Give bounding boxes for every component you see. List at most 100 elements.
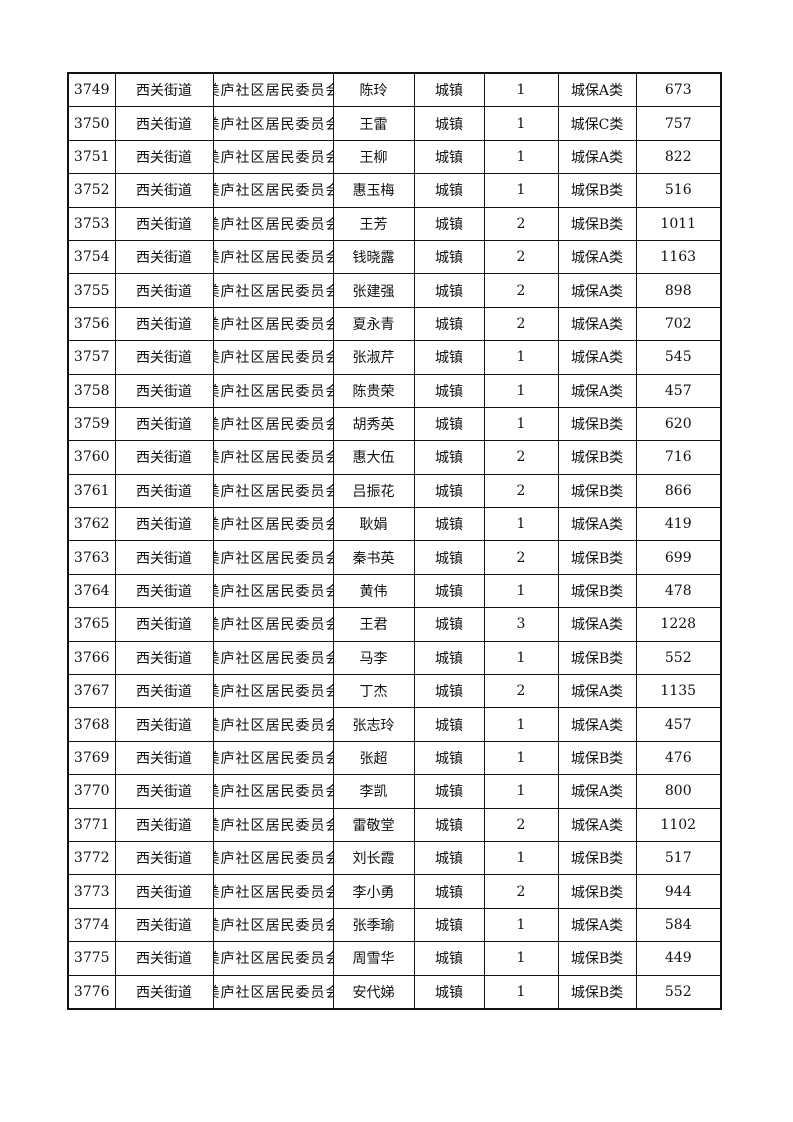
street-cell: 西关街道 <box>114 874 214 909</box>
row-number-cell: 3768 <box>67 707 116 742</box>
household-count-cell: 2 <box>483 206 559 241</box>
street-cell: 西关街道 <box>114 306 214 342</box>
community-cell: 美庐社区居民委员会 <box>212 874 334 909</box>
household-count-cell: 1 <box>483 406 559 442</box>
name-cell: 吕振花 <box>332 473 415 509</box>
table-row: 3754西关街道美庐社区居民委员会钱晓露城镇2城保A类1163 <box>67 239 722 275</box>
street-cell: 西关街道 <box>114 640 214 676</box>
community-text: 美庐社区居民委员会 <box>214 550 333 567</box>
community-cell: 美庐社区居民委员会 <box>212 573 334 609</box>
community-cell: 美庐社区居民委员会 <box>212 72 334 108</box>
row-number-cell: 3766 <box>67 640 116 676</box>
table-row: 3750西关街道美庐社区居民委员会王雷城镇1城保C类757 <box>67 106 722 141</box>
name-cell: 陈玲 <box>332 72 415 108</box>
street-cell: 西关街道 <box>114 206 214 241</box>
household-count-cell: 1 <box>483 573 559 609</box>
community-text: 美庐社区居民委员会 <box>214 951 333 968</box>
table-row: 3749西关街道美庐社区居民委员会陈玲城镇1城保A类673 <box>67 72 722 108</box>
street-cell: 西关街道 <box>114 473 214 509</box>
community-cell: 美庐社区居民委员会 <box>212 273 334 308</box>
row-number-cell: 3772 <box>67 840 116 876</box>
street-cell: 西关街道 <box>114 273 214 308</box>
table-row: 3763西关街道美庐社区居民委员会秦书英城镇2城保B类699 <box>67 540 722 575</box>
street-cell: 西关街道 <box>114 139 214 175</box>
community-text: 美庐社区居民委员会 <box>214 183 333 200</box>
row-number-cell: 3774 <box>67 907 116 943</box>
name-cell: 张季瑜 <box>332 907 415 943</box>
amount-cell: 584 <box>635 907 722 943</box>
table-row: 3755西关街道美庐社区居民委员会张建强城镇2城保A类898 <box>67 273 722 308</box>
household-count-cell: 2 <box>483 440 559 475</box>
street-cell: 西关街道 <box>114 507 214 542</box>
table-row: 3764西关街道美庐社区居民委员会黄伟城镇1城保B类478 <box>67 573 722 609</box>
community-text: 美庐社区居民委员会 <box>214 216 333 233</box>
table-row: 3761西关街道美庐社区居民委员会吕振花城镇2城保B类866 <box>67 473 722 509</box>
insurance-category-cell: 城保B类 <box>557 540 637 575</box>
household-count-cell: 1 <box>483 941 559 976</box>
amount-cell: 552 <box>635 640 722 676</box>
household-count-cell: 2 <box>483 273 559 308</box>
area-type-cell: 城镇 <box>413 473 485 509</box>
insurance-category-cell: 城保C类 <box>557 106 637 141</box>
amount-cell: 545 <box>635 340 722 375</box>
area-type-cell: 城镇 <box>413 740 485 776</box>
area-type-cell: 城镇 <box>413 907 485 943</box>
amount-cell: 757 <box>635 106 722 141</box>
table-row: 3751西关街道美庐社区居民委员会王柳城镇1城保A类822 <box>67 139 722 175</box>
insurance-category-cell: 城保B类 <box>557 941 637 976</box>
insurance-category-cell: 城保A类 <box>557 707 637 742</box>
area-type-cell: 城镇 <box>413 440 485 475</box>
table-row: 3769西关街道美庐社区居民委员会张超城镇1城保B类476 <box>67 740 722 776</box>
name-cell: 张建强 <box>332 273 415 308</box>
amount-cell: 944 <box>635 874 722 909</box>
street-cell: 西关街道 <box>114 607 214 642</box>
amount-cell: 516 <box>635 173 722 208</box>
insurance-category-cell: 城保A类 <box>557 507 637 542</box>
row-number-cell: 3775 <box>67 941 116 976</box>
insurance-category-cell: 城保B类 <box>557 874 637 909</box>
name-cell: 李凯 <box>332 774 415 809</box>
area-type-cell: 城镇 <box>413 674 485 709</box>
table-row: 3765西关街道美庐社区居民委员会王君城镇3城保A类1228 <box>67 607 722 642</box>
area-type-cell: 城镇 <box>413 540 485 575</box>
name-cell: 雷敬堂 <box>332 807 415 842</box>
row-number-cell: 3753 <box>67 206 116 241</box>
community-cell: 美庐社区居民委员会 <box>212 406 334 442</box>
table-row: 3766西关街道美庐社区居民委员会马李城镇1城保B类552 <box>67 640 722 676</box>
insurance-category-cell: 城保A类 <box>557 273 637 308</box>
row-number-cell: 3761 <box>67 473 116 509</box>
community-text: 美庐社区居民委员会 <box>214 884 333 901</box>
table-row: 3752西关街道美庐社区居民委员会惠玉梅城镇1城保B类516 <box>67 173 722 208</box>
table-row: 3762西关街道美庐社区居民委员会耿娟城镇1城保A类419 <box>67 507 722 542</box>
amount-cell: 822 <box>635 139 722 175</box>
insurance-category-cell: 城保A类 <box>557 807 637 842</box>
area-type-cell: 城镇 <box>413 974 485 1010</box>
insurance-category-cell: 城保B类 <box>557 406 637 442</box>
community-cell: 美庐社区居民委员会 <box>212 373 334 408</box>
community-cell: 美庐社区居民委员会 <box>212 640 334 676</box>
area-type-cell: 城镇 <box>413 774 485 809</box>
area-type-cell: 城镇 <box>413 941 485 976</box>
amount-cell: 449 <box>635 941 722 976</box>
table-row: 3767西关街道美庐社区居民委员会丁杰城镇2城保A类1135 <box>67 674 722 709</box>
amount-cell: 1135 <box>635 674 722 709</box>
amount-cell: 457 <box>635 707 722 742</box>
community-text: 美庐社区居民委员会 <box>214 984 333 1001</box>
row-number-cell: 3754 <box>67 239 116 275</box>
table-row: 3760西关街道美庐社区居民委员会惠大伍城镇2城保B类716 <box>67 440 722 475</box>
street-cell: 西关街道 <box>114 740 214 776</box>
area-type-cell: 城镇 <box>413 373 485 408</box>
row-number-cell: 3770 <box>67 774 116 809</box>
community-cell: 美庐社区居民委员会 <box>212 206 334 241</box>
amount-cell: 716 <box>635 440 722 475</box>
name-cell: 王柳 <box>332 139 415 175</box>
amount-cell: 866 <box>635 473 722 509</box>
household-count-cell: 1 <box>483 72 559 108</box>
community-text: 美庐社区居民委员会 <box>214 483 333 500</box>
insurance-category-cell: 城保B类 <box>557 974 637 1010</box>
household-count-cell: 1 <box>483 774 559 809</box>
household-count-cell: 2 <box>483 473 559 509</box>
street-cell: 西关街道 <box>114 440 214 475</box>
street-cell: 西关街道 <box>114 239 214 275</box>
name-cell: 黄伟 <box>332 573 415 609</box>
